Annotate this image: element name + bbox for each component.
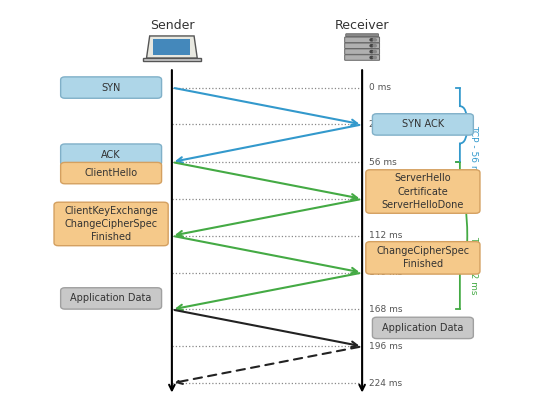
- FancyBboxPatch shape: [344, 37, 380, 42]
- Text: 140 ms: 140 ms: [369, 268, 402, 277]
- Circle shape: [373, 56, 376, 59]
- Circle shape: [373, 45, 376, 47]
- Polygon shape: [143, 58, 201, 61]
- FancyBboxPatch shape: [61, 162, 162, 184]
- FancyBboxPatch shape: [366, 242, 480, 274]
- FancyBboxPatch shape: [344, 49, 380, 54]
- FancyBboxPatch shape: [54, 202, 168, 246]
- Text: ServerHello
Certificate
ServerHelloDone: ServerHello Certificate ServerHelloDone: [382, 173, 464, 210]
- Circle shape: [370, 50, 373, 53]
- Text: SYN ACK: SYN ACK: [402, 120, 444, 130]
- Polygon shape: [146, 36, 197, 58]
- FancyBboxPatch shape: [345, 34, 379, 37]
- Text: ACK: ACK: [101, 150, 121, 160]
- Text: 56 ms: 56 ms: [369, 158, 397, 166]
- FancyBboxPatch shape: [372, 317, 473, 339]
- FancyBboxPatch shape: [61, 144, 162, 165]
- Text: ClientKeyExchange
ChangeCipherSpec
Finished: ClientKeyExchange ChangeCipherSpec Finis…: [64, 206, 158, 242]
- Text: 196 ms: 196 ms: [369, 342, 403, 351]
- FancyBboxPatch shape: [344, 55, 380, 60]
- Text: 168 ms: 168 ms: [369, 305, 403, 314]
- Text: 224 ms: 224 ms: [369, 379, 402, 388]
- Text: TCP - 56 ms: TCP - 56 ms: [469, 125, 477, 178]
- Circle shape: [373, 50, 376, 53]
- Text: 112 ms: 112 ms: [369, 231, 402, 240]
- Text: 84 ms: 84 ms: [369, 194, 397, 203]
- Text: Sender: Sender: [150, 19, 194, 32]
- Text: Application Data: Application Data: [70, 294, 152, 304]
- Text: TLS - 112 ms: TLS - 112 ms: [469, 236, 477, 294]
- Text: ChangeCipherSpec
Finished: ChangeCipherSpec Finished: [376, 246, 469, 270]
- Text: ClientHello: ClientHello: [84, 168, 138, 178]
- Circle shape: [370, 56, 373, 59]
- Text: SYN: SYN: [101, 82, 121, 92]
- Text: 0 ms: 0 ms: [369, 83, 391, 92]
- FancyBboxPatch shape: [366, 170, 480, 213]
- Circle shape: [373, 39, 376, 41]
- Text: Receiver: Receiver: [335, 19, 389, 32]
- FancyBboxPatch shape: [153, 39, 191, 56]
- FancyBboxPatch shape: [61, 288, 162, 309]
- FancyBboxPatch shape: [344, 43, 380, 48]
- FancyBboxPatch shape: [61, 77, 162, 98]
- Circle shape: [370, 39, 373, 41]
- Circle shape: [370, 45, 373, 47]
- FancyBboxPatch shape: [372, 114, 473, 135]
- Text: 28 ms: 28 ms: [369, 120, 397, 129]
- Text: Application Data: Application Data: [382, 323, 464, 333]
